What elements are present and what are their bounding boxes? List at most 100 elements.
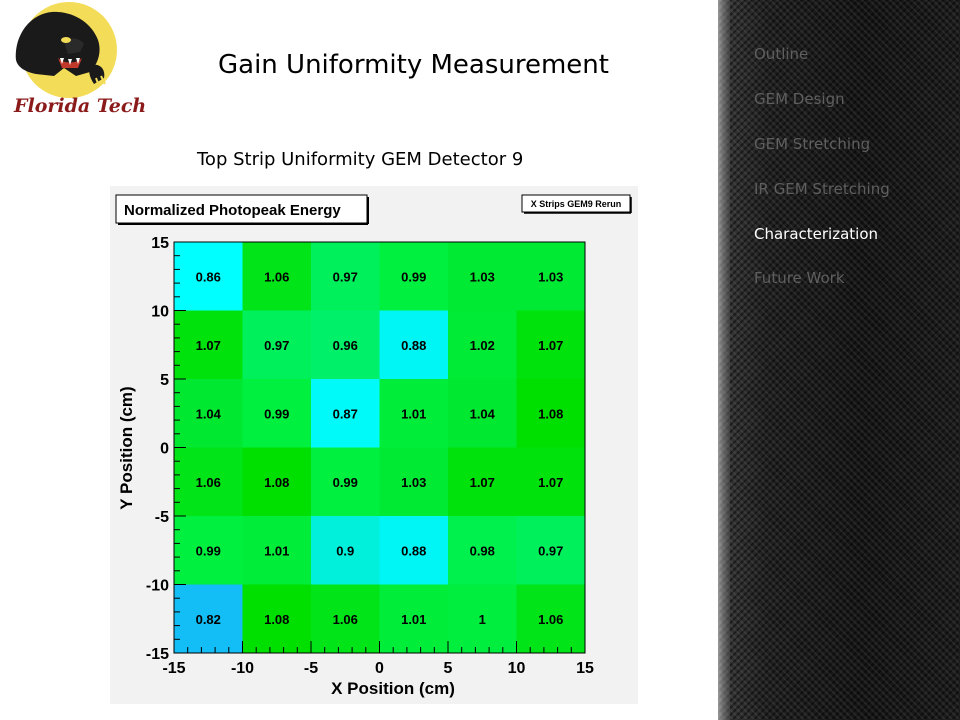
plot-caption: Top Strip Uniformity GEM Detector 9 (197, 149, 524, 170)
heatmap-cell-label: 0.99 (264, 406, 289, 421)
heatmap-cell (379, 516, 448, 585)
heatmap-cell (311, 310, 380, 379)
heatmap-cell-label: 1.08 (538, 406, 563, 421)
x-tick-label: 15 (576, 660, 594, 677)
heatmap-cell (448, 584, 517, 653)
heatmap-cell (379, 584, 448, 653)
heatmap-cell-label: 0.96 (333, 338, 358, 353)
heatmap-cell-label: 1.07 (538, 338, 563, 353)
x-tick-label: -10 (231, 660, 254, 677)
heatmap-cell-label: 1.07 (538, 475, 563, 490)
heatmap-cell-label: 0.9 (336, 543, 354, 558)
heatmap-cell (379, 242, 448, 311)
nav-item-characterization[interactable]: Characterization (754, 225, 879, 243)
heatmap-cell-label: 0.99 (333, 475, 358, 490)
heatmap-cell (516, 584, 585, 653)
heatmap-cell-label: 1.08 (264, 612, 289, 627)
heatmap-cell-label: 0.87 (333, 406, 358, 421)
heatmap-cell (516, 379, 585, 448)
heatmap-cell-label: 1.04 (196, 406, 222, 421)
heatmap-cell (448, 310, 517, 379)
heatmap-cell (242, 310, 311, 379)
y-tick-label: 0 (160, 441, 169, 458)
legend-box (521, 194, 631, 213)
sidebar-edge (718, 0, 730, 720)
nav-item-gem-design[interactable]: GEM Design (754, 90, 845, 108)
heatmap-cell (516, 310, 585, 379)
heatmap-cell-label: 1.06 (196, 475, 221, 490)
heatmap-cell-label: 1.03 (538, 269, 563, 284)
x-tick-label: -5 (304, 660, 318, 677)
heatmap-cell (311, 242, 380, 311)
x-tick-label: -15 (162, 660, 185, 677)
heatmap-cell-label: 0.88 (401, 543, 426, 558)
nav-item-gem-stretching[interactable]: GEM Stretching (754, 135, 871, 153)
logo-text: Florida Tech (14, 95, 147, 117)
heatmap-cell-label: 1.02 (470, 338, 495, 353)
heatmap-cells (174, 242, 585, 653)
nav-item-future-work[interactable]: Future Work (754, 269, 845, 287)
y-tick-label: 10 (151, 304, 169, 321)
heatmap-cell-label: 0.97 (264, 338, 289, 353)
y-tick-label: -10 (146, 578, 169, 595)
heatmap-cell (379, 447, 448, 516)
heatmap-cell (311, 584, 380, 653)
y-axis-label: Y Position (cm) (117, 386, 136, 509)
y-tick-label: 15 (151, 235, 169, 252)
y-tick-label: -15 (146, 646, 169, 663)
heatmap-cell (242, 379, 311, 448)
heatmap-cell-label: 0.97 (333, 269, 358, 284)
sidebar (718, 0, 960, 720)
heatmap-cell-label: 0.86 (196, 269, 221, 284)
heatmap-cell (311, 447, 380, 516)
nav-item-outline[interactable]: Outline (754, 45, 809, 63)
heatmap-cell (311, 516, 380, 585)
heatmap-cell-label: 1.08 (264, 475, 289, 490)
x-tick-label: 5 (444, 660, 453, 677)
heatmap-cell-label: 0.99 (196, 543, 221, 558)
heatmap-cell (448, 447, 517, 516)
heatmap-cell (242, 447, 311, 516)
chart-title: Normalized Photopeak Energy (124, 202, 341, 219)
y-tick-label: 5 (160, 372, 169, 389)
heatmap-cell (379, 379, 448, 448)
heatmap-cell (448, 516, 517, 585)
heatmap-cell (516, 242, 585, 311)
florida-tech-logo (15, 2, 117, 98)
heatmap-cell-label: 0.97 (538, 543, 563, 558)
heatmap-cell-label: 1.07 (470, 475, 495, 490)
heatmap-cell-label: 1 (479, 612, 486, 627)
x-axis-label: X Position (cm) (331, 679, 455, 698)
heatmap-cell (174, 447, 243, 516)
heatmap-cell-label: 1.01 (264, 543, 289, 558)
heatmap-cell (174, 516, 243, 585)
heatmap-cell (242, 516, 311, 585)
heatmap-cell-labels: 0.86 1.06 0.97 0.99 1.03 1.03 1.07 0.97 0.96 0.88… (196, 269, 564, 627)
heatmap-cell-label: 1.06 (538, 612, 563, 627)
heatmap-cell-label: 1.04 (470, 406, 496, 421)
heatmap-cell-label: 0.99 (401, 269, 426, 284)
heatmap-cell-label: 1.06 (333, 612, 358, 627)
heatmap-cell (174, 379, 243, 448)
heatmap-cell (174, 310, 243, 379)
chart-title-box (115, 194, 368, 224)
heatmap-cell (379, 310, 448, 379)
nav-item-ir-gem-stretching[interactable]: IR GEM Stretching (754, 180, 890, 198)
heatmap-cell (174, 584, 243, 653)
y-tick-label: -5 (155, 509, 169, 526)
heatmap-cell (448, 242, 517, 311)
heatmap-cell (174, 242, 243, 311)
heatmap-cell-label: 1.07 (196, 338, 221, 353)
heatmap-cell-label: 1.01 (401, 612, 426, 627)
heatmap-cell-label: 0.88 (401, 338, 426, 353)
heatmap-cell-label: 0.82 (196, 612, 221, 627)
legend-label: X Strips GEM9 Rerun (531, 199, 622, 209)
slide-title: Gain Uniformity Measurement (218, 50, 609, 80)
heatmap-cell (516, 447, 585, 516)
heatmap-cell-label: 1.03 (470, 269, 495, 284)
axis-ticks: -15 -10 -5 0 5 10 15 -15 -10 -5 0 5 10 15 (146, 235, 594, 677)
heatmap-cell-label: 1.01 (401, 406, 426, 421)
heatmap-cell-label: 1.06 (264, 269, 289, 284)
heatmap-cell-label: 1.03 (401, 475, 426, 490)
heatmap-cell (242, 584, 311, 653)
